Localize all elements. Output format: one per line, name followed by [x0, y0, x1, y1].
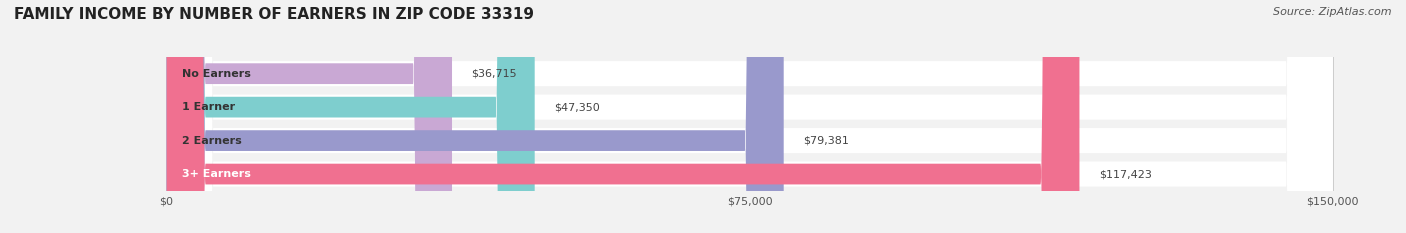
Text: No Earners: No Earners [183, 69, 252, 79]
FancyBboxPatch shape [166, 0, 783, 233]
Text: $79,381: $79,381 [803, 136, 849, 146]
Text: 3+ Earners: 3+ Earners [183, 169, 252, 179]
Text: $47,350: $47,350 [554, 102, 600, 112]
Text: Source: ZipAtlas.com: Source: ZipAtlas.com [1274, 7, 1392, 17]
FancyBboxPatch shape [166, 0, 1333, 233]
Text: $117,423: $117,423 [1099, 169, 1152, 179]
FancyBboxPatch shape [166, 0, 1333, 233]
FancyBboxPatch shape [166, 0, 1080, 233]
Text: 1 Earner: 1 Earner [183, 102, 235, 112]
Text: 2 Earners: 2 Earners [183, 136, 242, 146]
FancyBboxPatch shape [166, 0, 451, 233]
FancyBboxPatch shape [166, 0, 534, 233]
Text: $36,715: $36,715 [471, 69, 517, 79]
FancyBboxPatch shape [166, 0, 1333, 233]
FancyBboxPatch shape [166, 0, 1333, 233]
Text: FAMILY INCOME BY NUMBER OF EARNERS IN ZIP CODE 33319: FAMILY INCOME BY NUMBER OF EARNERS IN ZI… [14, 7, 534, 22]
